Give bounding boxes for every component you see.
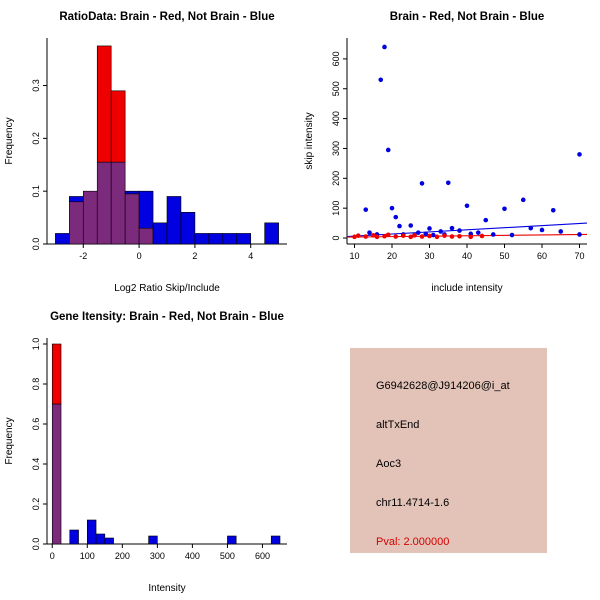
- svg-text:100: 100: [80, 551, 95, 561]
- svg-text:300: 300: [150, 551, 165, 561]
- gene-info-box: G6942628@J914206@i_at altTxEnd Aoc3 chr1…: [350, 348, 547, 553]
- svg-text:10: 10: [349, 251, 359, 261]
- svg-text:50: 50: [499, 251, 509, 261]
- svg-text:0.0: 0.0: [31, 538, 41, 551]
- svg-text:0.0: 0.0: [31, 238, 41, 251]
- probe-id-label: G6942628@J914206@i_at: [376, 380, 510, 392]
- svg-text:200: 200: [115, 551, 130, 561]
- svg-text:60: 60: [537, 251, 547, 261]
- svg-text:100: 100: [331, 201, 341, 216]
- svg-text:400: 400: [185, 551, 200, 561]
- locus-label: chr11.4714-1.6: [376, 497, 450, 509]
- panel-ratio-histogram: RatioData: Brain - Red, Not Brain - Blue…: [0, 0, 300, 300]
- svg-text:Frequency: Frequency: [4, 417, 15, 464]
- svg-text:4: 4: [248, 251, 253, 261]
- svg-text:0.4: 0.4: [31, 458, 41, 471]
- svg-text:2: 2: [192, 251, 197, 261]
- event-type-label: altTxEnd: [376, 419, 420, 431]
- gene-symbol-label: Aoc3: [376, 458, 402, 470]
- svg-text:0.8: 0.8: [31, 378, 41, 391]
- svg-text:skip intensity: skip intensity: [304, 112, 315, 169]
- svg-text:600: 600: [255, 551, 270, 561]
- svg-text:Frequency: Frequency: [4, 117, 15, 164]
- svg-text:Log2 Ratio Skip/Include: Log2 Ratio Skip/Include: [114, 283, 220, 294]
- pval-label: Pval: 2.000000: [376, 536, 450, 548]
- svg-text:Gene Itensity: Brain - Red, No: Gene Itensity: Brain - Red, Not Brain - …: [50, 311, 284, 323]
- panel-intensity-scatter: Brain - Red, Not Brain - Blue 10 20 30 40 50 6…: [300, 0, 600, 300]
- svg-text:-2: -2: [79, 251, 87, 261]
- svg-text:30: 30: [424, 251, 434, 261]
- svg-text:0.1: 0.1: [31, 185, 41, 198]
- panel-gene-intensity-histogram: Gene Itensity: Brain - Red, Not Brain - …: [0, 300, 300, 600]
- svg-text:400: 400: [331, 111, 341, 126]
- svg-text:0.3: 0.3: [31, 79, 41, 92]
- skip-include-scatter-chart: Brain - Red, Not Brain - Blue 10 20 30 40 50 6…: [304, 11, 588, 294]
- svg-text:40: 40: [462, 251, 472, 261]
- svg-text:600: 600: [331, 51, 341, 66]
- svg-text:500: 500: [220, 551, 235, 561]
- ratio-histogram-chart: RatioData: Brain - Red, Not Brain - Blue…: [4, 11, 287, 294]
- svg-text:1.0: 1.0: [31, 338, 41, 351]
- svg-text:include intensity: include intensity: [431, 283, 502, 294]
- gene-intensity-histogram-chart: Gene Itensity: Brain - Red, Not Brain - …: [4, 311, 287, 594]
- svg-text:200: 200: [331, 171, 341, 186]
- svg-text:RatioData: Brain - Red, Not Br: RatioData: Brain - Red, Not Brain - Blue: [59, 11, 274, 23]
- svg-text:0: 0: [137, 251, 142, 261]
- svg-text:70: 70: [574, 251, 584, 261]
- svg-text:500: 500: [331, 81, 341, 96]
- svg-text:0.2: 0.2: [31, 132, 41, 145]
- svg-text:300: 300: [331, 141, 341, 156]
- svg-text:Brain - Red, Not Brain - Blue: Brain - Red, Not Brain - Blue: [390, 11, 545, 23]
- svg-text:20: 20: [387, 251, 397, 261]
- svg-text:0.6: 0.6: [31, 418, 41, 431]
- svg-text:Intensity: Intensity: [148, 583, 185, 594]
- svg-text:0: 0: [50, 551, 55, 561]
- svg-text:0: 0: [331, 236, 341, 241]
- svg-text:0.2: 0.2: [31, 498, 41, 511]
- panel-gene-info: G6942628@J914206@i_at altTxEnd Aoc3 chr1…: [300, 300, 600, 600]
